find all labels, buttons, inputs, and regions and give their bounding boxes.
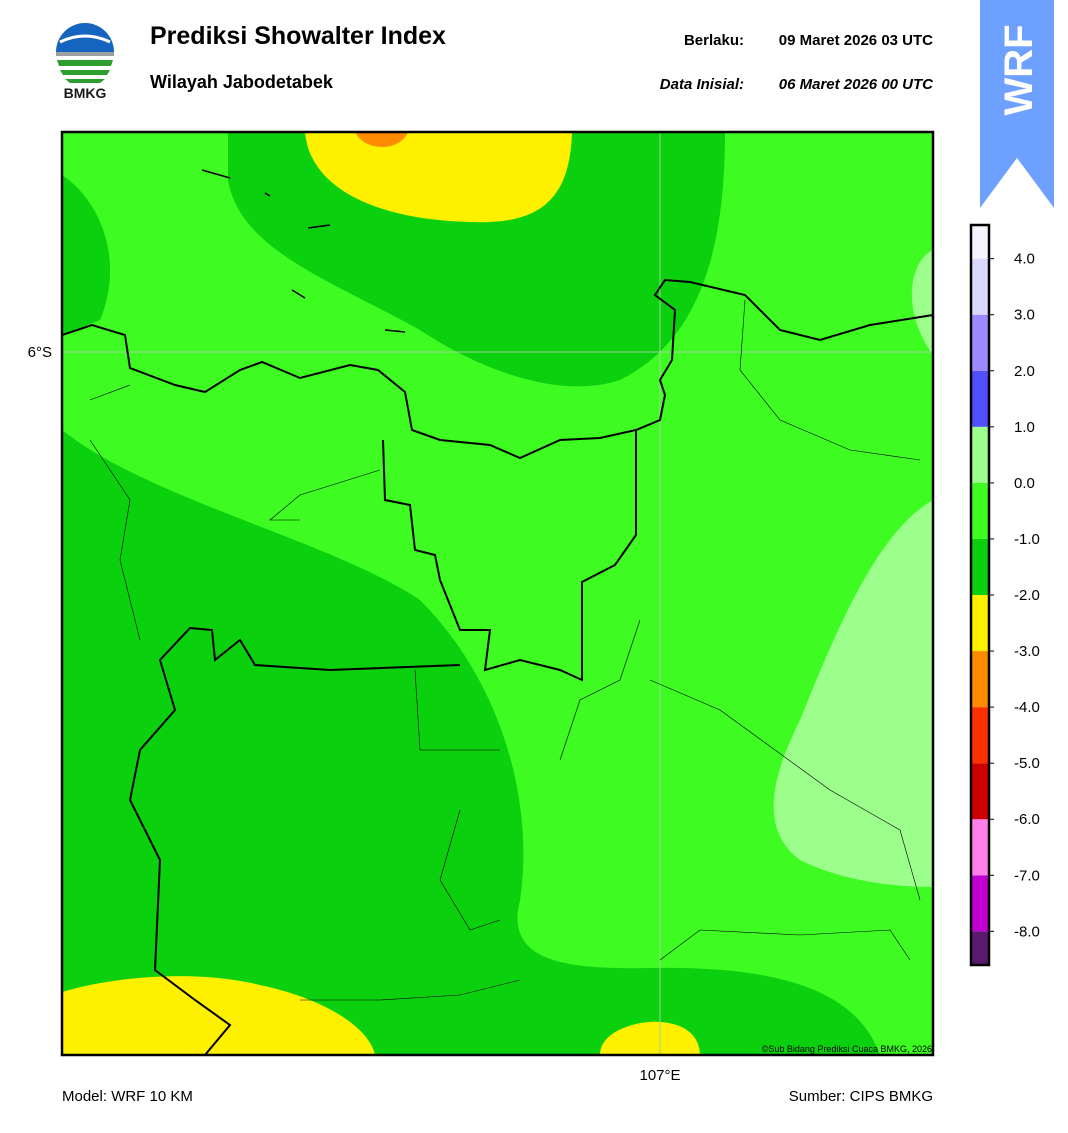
colorbar-tick-label: 2.0 [1014, 363, 1035, 380]
credit: ©Sub Bidang Prediksi Cuaca BMKG, 2026 [762, 1044, 932, 1054]
valid-label: Berlaku: [684, 32, 744, 49]
colorbar-segment [971, 595, 989, 652]
model: Model: WRF 10 KM [62, 1088, 193, 1105]
colorbar-segment [971, 875, 989, 932]
colorbar-segment [971, 258, 989, 315]
badge [980, 0, 1054, 208]
colorbar-segment [971, 763, 989, 820]
colorbar: -8.0 -7.0 -6.0 -5.0 -4.0 -3.0 -2.0 -1.0 0.0 1.0 2.… [969, 223, 1040, 967]
colorbar-tick-label: -1.0 [1014, 531, 1040, 548]
subtitle: Wilayah Jabodetabek [150, 72, 334, 92]
init-label: Data Inisial: [660, 76, 744, 93]
colorbar-tick-label: -2.0 [1014, 587, 1040, 604]
map-field [62, 132, 933, 1055]
source: Sumber: CIPS BMKG [789, 1088, 933, 1105]
colorbar-segment [971, 931, 989, 965]
colorbar-segment [971, 819, 989, 876]
colorbar-segment [971, 482, 989, 539]
init-time: 06 Maret 2026 00 UTC [779, 76, 934, 93]
lon-label: 107°E [639, 1067, 680, 1084]
badge-text: WRF [997, 24, 1041, 115]
valid-time: 09 Maret 2026 03 UTC [779, 32, 933, 49]
colorbar-tick-label: 4.0 [1014, 251, 1035, 268]
lat-label: 6°S [28, 344, 52, 361]
colorbar-segment [971, 538, 989, 595]
colorbar-tick-label: -4.0 [1014, 699, 1040, 716]
colorbar-segment [971, 707, 989, 764]
colorbar-segment [971, 314, 989, 371]
title: Prediksi Showalter Index [150, 22, 446, 50]
colorbar-segment [971, 651, 989, 708]
colorbar-tick-label: -5.0 [1014, 755, 1040, 772]
logo-text: BMKG [64, 85, 107, 101]
colorbar-tick-label: -8.0 [1014, 923, 1040, 940]
map-frame [60, 130, 935, 1057]
colorbar-tick-label: -7.0 [1014, 867, 1040, 884]
colorbar-segment [971, 370, 989, 427]
colorbar-segment [971, 426, 989, 483]
colorbar-tick-label: -3.0 [1014, 643, 1040, 660]
colorbar-tick-label: 1.0 [1014, 419, 1035, 436]
colorbar-tick-label: 0.0 [1014, 475, 1035, 492]
colorbar-tick-label: 3.0 [1014, 307, 1035, 324]
colorbar-segment [971, 225, 989, 259]
bmkg-logo: BMKG [56, 23, 114, 101]
colorbar-tick-label: -6.0 [1014, 811, 1040, 828]
